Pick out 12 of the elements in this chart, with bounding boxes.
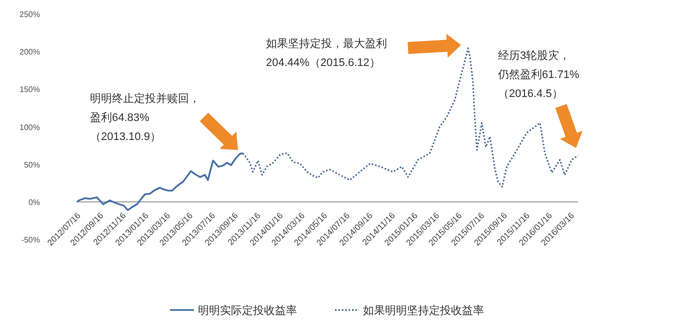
legend-label: 如果明明坚持定投收益率 [363, 304, 484, 317]
annotation: 如果坚持定投，最大盈利204.44%（2015.6.12） [266, 38, 387, 69]
y-tick-label: -50% [21, 236, 40, 244]
y-tick-label: 100% [20, 122, 40, 132]
legend-label: 明明实际定投收益率 [198, 304, 297, 317]
y-tick-label: 50% [24, 160, 40, 170]
y-tick-label: 250% [20, 10, 40, 19]
y-tick-label: 200% [20, 48, 40, 57]
annotation: 经历3轮股灾，仍然盈利61.71%（2016.4.5） [498, 50, 580, 100]
annotation: 明明终止定投并赎回，盈利64.83%（2013.10.9） [90, 93, 200, 143]
y-tick-label: 0% [28, 198, 40, 207]
y-tick-label: 150% [20, 85, 40, 94]
